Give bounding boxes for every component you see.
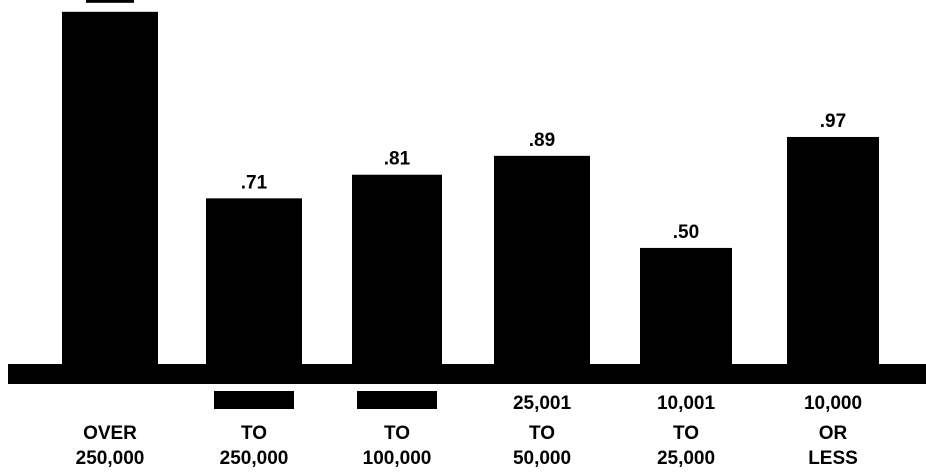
value-label-3: .89 [529, 130, 555, 151]
category-label-redaction-2 [357, 391, 437, 409]
bars-group [62, 11, 879, 366]
value-label-5: .97 [820, 111, 846, 132]
value-label-2: .81 [384, 149, 411, 170]
category-label-4-2: 25,000 [657, 448, 715, 469]
category-label-3-1: TO [529, 423, 555, 444]
category-label-0-1: 250,000 [76, 448, 145, 469]
category-label-5-2: LESS [808, 448, 858, 469]
category-label-4-1: TO [673, 423, 699, 444]
bar-0 [62, 11, 158, 366]
bar-5 [787, 136, 879, 366]
category-label-2-1: TO [384, 423, 410, 444]
category-label-3-2: 50,000 [513, 448, 571, 469]
category-labels-group: OVER 250,000 TO 250,000 TO 100,000 25,001 TO 50,… [76, 391, 862, 469]
value-label-4: .50 [673, 222, 699, 243]
bar-2 [352, 174, 442, 366]
category-label-5-1: OR [819, 423, 848, 444]
category-label-1-2: 250,000 [220, 448, 289, 469]
category-label-1-1: TO [241, 423, 267, 444]
bar-4 [640, 247, 732, 366]
category-label-0-0: OVER [83, 423, 137, 444]
category-label-4-0: 10,001 [657, 393, 716, 414]
bar-1 [206, 198, 302, 366]
bar-3 [494, 155, 590, 366]
value-label-redaction-0 [86, 0, 134, 3]
value-labels-group: .71 .81 .89 .50 .97 [86, 0, 846, 243]
category-label-redaction-1 [214, 391, 294, 409]
baseline-axis [8, 364, 926, 384]
category-label-3-0: 25,001 [513, 393, 572, 414]
category-label-2-2: 100,000 [363, 448, 432, 469]
category-label-5-0: 10,000 [804, 393, 862, 414]
value-label-1: .71 [241, 172, 268, 193]
